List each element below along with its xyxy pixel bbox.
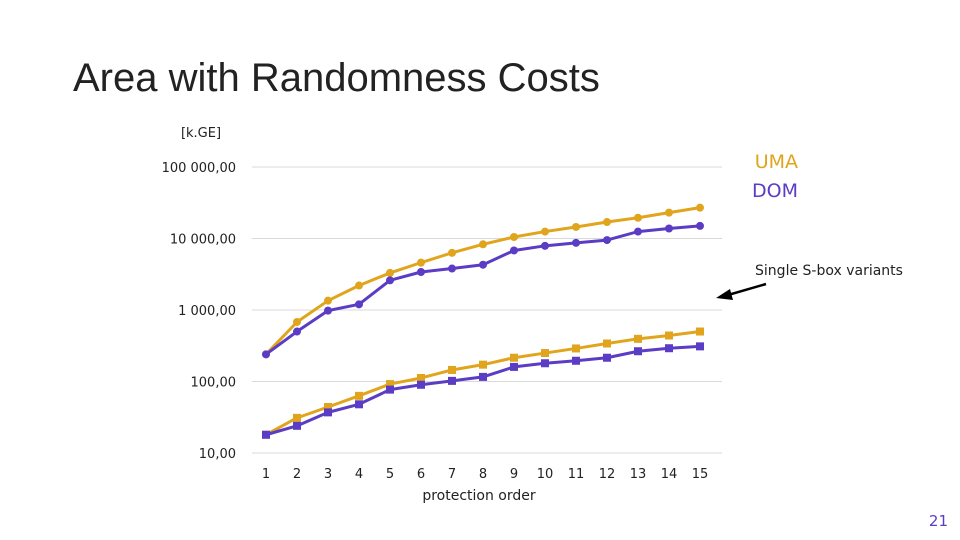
data-point (665, 224, 673, 233)
x-tick-label: 3 (324, 467, 332, 482)
series-layer (262, 203, 704, 439)
data-point (448, 248, 456, 257)
data-point (603, 339, 611, 348)
data-point (479, 260, 487, 269)
data-point (355, 281, 363, 290)
data-point (696, 342, 704, 351)
data-point (479, 240, 487, 249)
data-point (417, 373, 425, 382)
annotation-arrow-head (716, 289, 733, 300)
legend-entry-dom: DOM (752, 180, 798, 202)
data-point (634, 213, 642, 222)
x-tick-label: 1 (262, 467, 270, 482)
data-point (386, 380, 394, 389)
slide-number: 21 (928, 512, 948, 530)
x-tick-label: 13 (630, 467, 647, 482)
data-point (417, 267, 425, 276)
x-tick-label: 5 (386, 467, 394, 482)
x-axis-label: protection order (422, 488, 536, 504)
data-point (665, 331, 673, 340)
data-point (665, 208, 673, 217)
data-point (572, 356, 580, 365)
x-tick-label: 11 (568, 467, 585, 482)
data-point (572, 344, 580, 353)
annotation-layer: Single S-box variants (716, 263, 903, 300)
data-point (541, 241, 549, 250)
series-line-uma-lower (265, 330, 701, 437)
data-point (603, 236, 611, 245)
data-point (386, 385, 394, 394)
data-point (696, 327, 704, 336)
x-tick-label: 12 (599, 467, 616, 482)
y-tick-label: 10 000,00 (170, 233, 236, 248)
legend-entry-uma: UMA (755, 151, 798, 173)
data-point (541, 359, 549, 368)
data-point (324, 408, 332, 417)
data-point (665, 344, 673, 353)
data-point (417, 380, 425, 389)
x-tick-label: 4 (355, 467, 363, 482)
data-point (324, 296, 332, 305)
data-point (448, 376, 456, 385)
y-tick-label: 100,00 (191, 376, 237, 391)
data-point (572, 222, 580, 231)
x-tick-label: 8 (479, 467, 487, 482)
data-point (262, 350, 270, 359)
data-point (696, 221, 704, 230)
data-point (634, 334, 642, 343)
data-point (634, 227, 642, 236)
data-point (386, 268, 394, 277)
legend: UMA DOM (752, 151, 798, 202)
annotation-arrow-shaft (727, 282, 767, 297)
x-tick-label: 10 (537, 467, 554, 482)
data-point (355, 391, 363, 400)
data-point (417, 258, 425, 267)
x-tick-label: 14 (661, 467, 678, 482)
data-point (479, 360, 487, 369)
data-point (448, 365, 456, 374)
data-point (355, 400, 363, 409)
data-point (293, 317, 301, 326)
data-point (696, 203, 704, 212)
data-point (510, 362, 518, 371)
data-point (355, 300, 363, 309)
x-tick-label: 9 (510, 467, 518, 482)
x-tick-label: 2 (293, 467, 301, 482)
data-point (541, 227, 549, 236)
data-point (510, 353, 518, 362)
data-point (293, 413, 301, 422)
data-point (541, 349, 549, 358)
x-tick-label: 15 (692, 467, 709, 482)
data-point (448, 264, 456, 273)
data-point (510, 246, 518, 255)
y-tick-label: 10,00 (199, 447, 236, 462)
data-point (324, 306, 332, 315)
x-tick-label: 7 (448, 467, 456, 482)
data-point (634, 347, 642, 356)
y-tick-label: 1 000,00 (178, 304, 236, 319)
annotation-label: Single S-box variants (755, 263, 903, 279)
y-axis-label: [k.GE] (181, 126, 221, 141)
y-tick-label: 100 000,00 (162, 161, 236, 176)
data-point (510, 232, 518, 241)
data-point (293, 327, 301, 336)
data-point (293, 421, 301, 430)
slide-title: Area with Randomness Costs (73, 56, 600, 100)
data-point (386, 276, 394, 285)
data-point (603, 353, 611, 362)
x-tick-label: 6 (417, 467, 425, 482)
data-point (479, 372, 487, 381)
data-point (324, 402, 332, 411)
axis-labels: 10,00 100,00 1 000,00 10 000,00 100 000,00 [k… (162, 126, 709, 504)
data-point (572, 238, 580, 247)
series-line-dom-lower (265, 344, 701, 437)
data-point (603, 218, 611, 227)
data-point (262, 430, 270, 439)
